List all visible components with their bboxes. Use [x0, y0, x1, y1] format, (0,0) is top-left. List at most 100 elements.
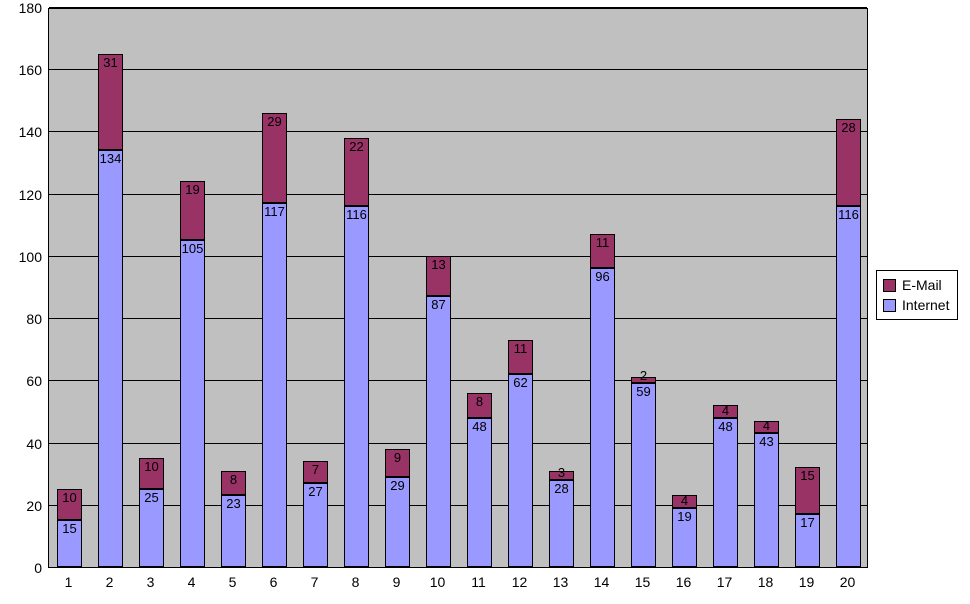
legend-label: Internet	[902, 297, 949, 313]
bar: 11622	[344, 138, 369, 567]
x-tick-label: 12	[512, 574, 528, 590]
bar-segment-e-mail	[262, 113, 287, 203]
bar: 194	[672, 495, 697, 567]
bar: 1715	[795, 467, 820, 567]
bar-segment-internet	[754, 433, 779, 567]
bar: 2510	[139, 458, 164, 567]
bar-segment-internet	[98, 150, 123, 567]
bar-segment-e-mail	[631, 377, 656, 383]
bar-segment-e-mail	[221, 471, 246, 496]
bar: 299	[385, 449, 410, 567]
bar-segment-internet	[139, 489, 164, 567]
bar-segment-internet	[549, 480, 574, 567]
x-tick-label: 18	[758, 574, 774, 590]
y-tick-label: 140	[19, 124, 42, 140]
gridline	[49, 131, 867, 132]
bar-segment-e-mail	[549, 471, 574, 480]
bar: 484	[713, 405, 738, 567]
bar-segment-internet	[385, 477, 410, 567]
bar-segment-e-mail	[385, 449, 410, 477]
y-tick-label: 100	[19, 249, 42, 265]
x-tick-label: 9	[393, 574, 401, 590]
legend-swatch	[883, 279, 896, 292]
x-tick-label: 3	[147, 574, 155, 590]
x-tick-label: 17	[717, 574, 733, 590]
bar-segment-e-mail	[795, 467, 820, 514]
y-tick-label: 0	[34, 560, 42, 576]
bar-segment-internet	[57, 520, 82, 567]
y-tick-label: 20	[26, 498, 42, 514]
bar-segment-internet	[672, 508, 697, 567]
bar-segment-internet	[180, 240, 205, 567]
y-tick-label: 180	[19, 0, 42, 16]
gridline	[49, 69, 867, 70]
x-tick-label: 7	[311, 574, 319, 590]
bar-segment-internet	[836, 206, 861, 567]
bar: 10519	[180, 181, 205, 567]
x-tick-label: 15	[635, 574, 651, 590]
bar-segment-internet	[262, 203, 287, 567]
chart-container: 1510134312510105192381172927711622299871…	[0, 0, 970, 604]
bar: 8713	[426, 256, 451, 567]
bar-segment-e-mail	[754, 421, 779, 433]
x-tick-label: 8	[352, 574, 360, 590]
bar-segment-internet	[631, 383, 656, 567]
bar-segment-e-mail	[508, 340, 533, 374]
plot-area: 1510134312510105192381172927711622299871…	[48, 8, 868, 568]
legend-item: E-Mail	[883, 275, 949, 295]
bar-segment-internet	[795, 514, 820, 567]
x-tick-label: 14	[594, 574, 610, 590]
bar-segment-internet	[344, 206, 369, 567]
bar-segment-e-mail	[836, 119, 861, 206]
x-tick-label: 2	[106, 574, 114, 590]
x-tick-label: 16	[676, 574, 692, 590]
legend-label: E-Mail	[902, 277, 942, 293]
x-tick-label: 19	[799, 574, 815, 590]
bar-segment-e-mail	[57, 489, 82, 520]
bar: 13431	[98, 54, 123, 567]
bar-segment-internet	[303, 483, 328, 567]
bar-segment-internet	[590, 268, 615, 567]
bar: 9611	[590, 234, 615, 567]
x-tick-label: 5	[229, 574, 237, 590]
bar: 238	[221, 471, 246, 567]
y-tick-label: 160	[19, 62, 42, 78]
x-tick-label: 10	[430, 574, 446, 590]
bar: 434	[754, 421, 779, 567]
legend-swatch	[883, 299, 896, 312]
gridline	[49, 505, 867, 506]
gridline	[49, 7, 867, 8]
bar: 6211	[508, 340, 533, 567]
bar: 283	[549, 471, 574, 567]
y-tick-label: 120	[19, 187, 42, 203]
bar-segment-internet	[221, 495, 246, 567]
legend-item: Internet	[883, 295, 949, 315]
x-tick-label: 4	[188, 574, 196, 590]
bar: 488	[467, 393, 492, 567]
bar-segment-e-mail	[303, 461, 328, 483]
x-tick-label: 13	[553, 574, 569, 590]
bar-segment-internet	[426, 296, 451, 567]
bar-segment-e-mail	[180, 181, 205, 240]
gridline	[49, 256, 867, 257]
bar-segment-e-mail	[467, 393, 492, 418]
gridline	[49, 443, 867, 444]
y-tick-label: 80	[26, 311, 42, 327]
bar-segment-e-mail	[426, 256, 451, 296]
bar-segment-e-mail	[672, 495, 697, 507]
bar-segment-internet	[508, 374, 533, 567]
bar-segment-e-mail	[139, 458, 164, 489]
bar-segment-e-mail	[590, 234, 615, 268]
bar: 592	[631, 377, 656, 567]
bar-segment-internet	[713, 418, 738, 567]
x-tick-label: 6	[270, 574, 278, 590]
bar-segment-internet	[467, 418, 492, 567]
bar: 11729	[262, 113, 287, 567]
gridline	[49, 380, 867, 381]
gridline	[49, 318, 867, 319]
x-tick-label: 1	[65, 574, 73, 590]
bar-segment-e-mail	[713, 405, 738, 417]
y-tick-label: 60	[26, 373, 42, 389]
bar-segment-e-mail	[98, 54, 123, 150]
bar-segment-e-mail	[344, 138, 369, 206]
